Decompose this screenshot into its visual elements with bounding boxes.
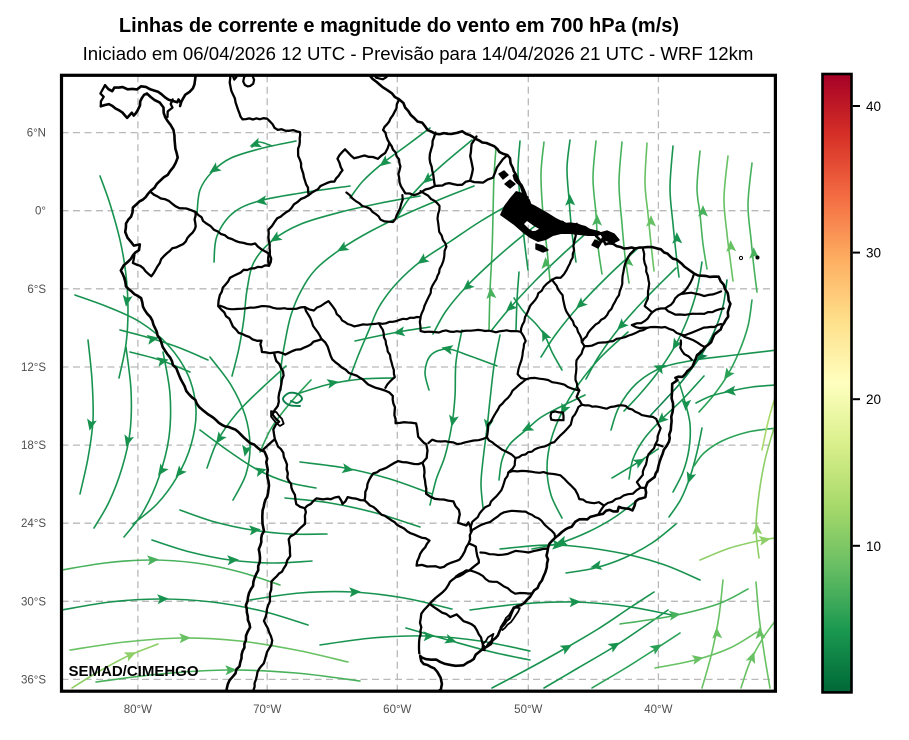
svg-text:SEMAD/CIMEHGO: SEMAD/CIMEHGO xyxy=(69,663,199,680)
svg-text:40°W: 40°W xyxy=(644,704,672,716)
svg-text:6°N: 6°N xyxy=(27,128,46,140)
svg-text:40: 40 xyxy=(866,99,881,114)
svg-text:30: 30 xyxy=(866,246,881,261)
svg-text:18°S: 18°S xyxy=(21,440,46,452)
svg-text:20: 20 xyxy=(866,392,881,407)
svg-text:80°W: 80°W xyxy=(124,704,152,716)
svg-text:Linhas de corrente e magnitude: Linhas de corrente e magnitude do vento … xyxy=(119,15,679,37)
svg-text:60°W: 60°W xyxy=(383,704,411,716)
svg-text:10: 10 xyxy=(866,539,881,554)
svg-text:Iniciado em 06/04/2026 12 UTC: Iniciado em 06/04/2026 12 UTC - Previsão… xyxy=(83,43,754,64)
svg-text:12°S: 12°S xyxy=(21,362,46,374)
svg-text:70°W: 70°W xyxy=(253,704,281,716)
svg-text:6°S: 6°S xyxy=(27,284,46,296)
svg-text:0°: 0° xyxy=(35,206,46,218)
svg-text:30°S: 30°S xyxy=(21,596,46,608)
svg-text:36°S: 36°S xyxy=(21,674,46,686)
svg-text:24°S: 24°S xyxy=(21,518,46,530)
svg-text:50°W: 50°W xyxy=(514,704,542,716)
